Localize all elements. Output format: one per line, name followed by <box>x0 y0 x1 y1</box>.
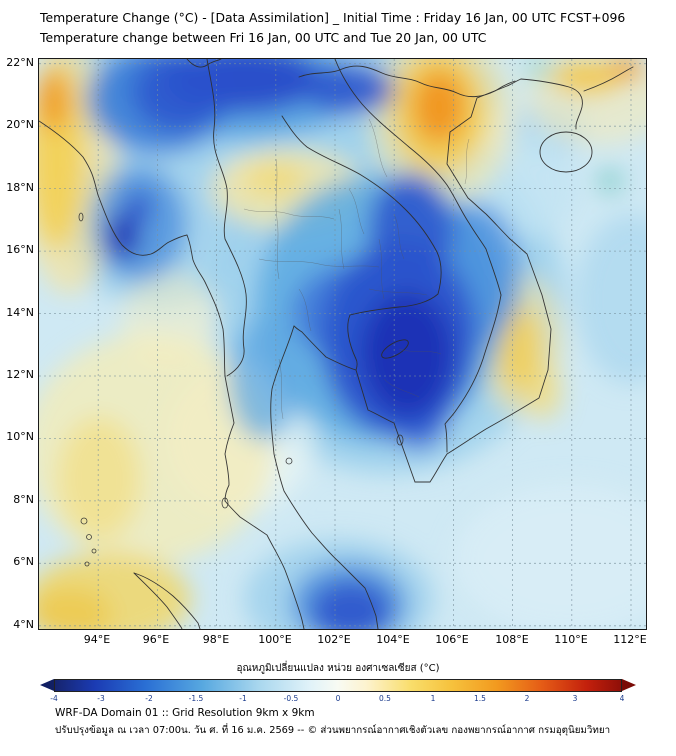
colorbar-left-arrow <box>40 679 54 691</box>
colorbar-tick-label: -1.5 <box>188 694 204 703</box>
lat-tick-label: 10°N <box>6 430 34 443</box>
lon-tick-label: 94°E <box>83 633 111 646</box>
colorbar-tick-label: -2 <box>145 694 153 703</box>
lon-tick-label: 110°E <box>554 633 588 646</box>
lon-tick-label: 96°E <box>142 633 170 646</box>
colorbar-tick-label: -1 <box>239 694 247 703</box>
colorbar-tick-label: 1.5 <box>474 694 486 703</box>
colorbar-tick-label: 1 <box>430 694 436 703</box>
lat-tick-label: 20°N <box>6 118 34 131</box>
lat-tick-label: 4°N <box>13 618 34 631</box>
colorbar-tick-label: 2 <box>524 694 530 703</box>
grid-lines <box>39 59 646 629</box>
lon-tick-label: 112°E <box>613 633 647 646</box>
lon-tick-label: 102°E <box>317 633 351 646</box>
colorbar-tick-label: 3 <box>572 694 578 703</box>
colorbar-tick-label: -0.5 <box>283 694 299 703</box>
colorbar-tick-label: 0 <box>335 694 341 703</box>
lat-tick-label: 16°N <box>6 243 34 256</box>
map-plot <box>38 58 647 630</box>
model-info-text: WRF-DA Domain 01 :: Grid Resolution 9km … <box>55 707 315 719</box>
colorbar-tick-label: -4 <box>50 694 58 703</box>
country-borders <box>39 59 634 629</box>
lat-tick-label: 18°N <box>6 181 34 194</box>
lon-tick-label: 98°E <box>202 633 230 646</box>
province-borders <box>243 118 470 420</box>
page-title: Temperature Change (°C) - [Data Assimila… <box>40 8 625 48</box>
lon-tick-label: 108°E <box>495 633 529 646</box>
map-svg <box>39 59 646 629</box>
title-line2: Temperature change between Fri 16 Jan, 0… <box>40 29 487 45</box>
colorbar-title: อุณหภูมิเปลี่ยนแปลง หน่วย องศาเซลเซียส (… <box>236 663 440 674</box>
colorbar-tick-label: 4 <box>619 694 625 703</box>
lon-tick-label: 104°E <box>376 633 410 646</box>
colorbar-right-arrow <box>622 679 636 691</box>
colorbar-tick-label: -3 <box>97 694 105 703</box>
title-line1: Temperature Change (°C) - [Data Assimila… <box>40 10 626 25</box>
credit-text: ปรับปรุงข้อมูล ณ เวลา 07:00น. วัน ศ. ที่… <box>55 725 611 736</box>
lat-tick-label: 8°N <box>13 493 34 506</box>
lon-tick-label: 106°E <box>435 633 469 646</box>
islands <box>78 212 404 567</box>
colorbar <box>54 679 622 692</box>
lon-tick-label: 100°E <box>258 633 292 646</box>
lat-tick-label: 6°N <box>13 555 34 568</box>
colorbar-tick-label: 0.5 <box>379 694 391 703</box>
temperature-field <box>39 59 646 629</box>
lat-tick-label: 12°N <box>6 368 34 381</box>
lat-tick-label: 22°N <box>6 56 34 69</box>
lat-tick-label: 14°N <box>6 306 34 319</box>
